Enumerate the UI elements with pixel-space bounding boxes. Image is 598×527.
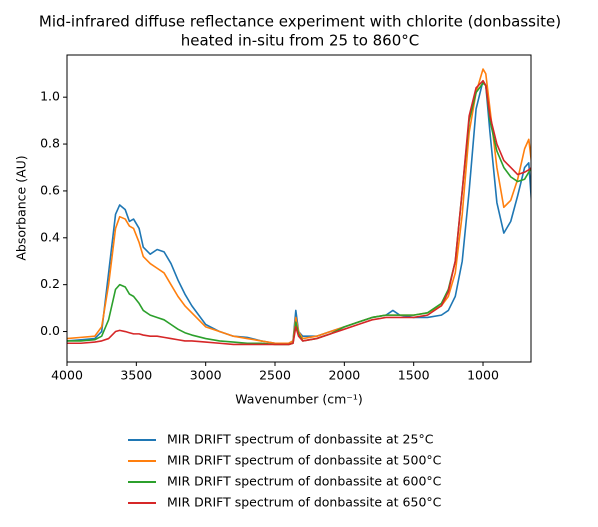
legend-label: MIR DRIFT spectrum of donbassite at 600°… [167, 474, 442, 489]
y-tick-label: 0.6 [40, 182, 60, 197]
x-tick-label: 4000 [51, 368, 83, 383]
legend-label: MIR DRIFT spectrum of donbassite at 650°… [167, 495, 442, 510]
y-axis-label: Absorbance (AU) [14, 155, 29, 260]
axes-frame [66, 54, 532, 363]
x-tick-label: 1000 [467, 368, 499, 383]
x-tick-label: 3500 [120, 368, 152, 383]
legend-label: MIR DRIFT spectrum of donbassite at 500°… [167, 453, 442, 468]
x-tick-label: 3000 [190, 368, 222, 383]
x-tick-label: 1500 [398, 368, 430, 383]
series-line [67, 68, 531, 345]
legend-label: MIR DRIFT spectrum of donbassite at 25°C [167, 432, 434, 447]
y-tick-label: 1.0 [40, 89, 60, 104]
y-tick-label: 0.0 [40, 323, 60, 338]
plot-area [67, 68, 531, 346]
y-tick-label: 0.2 [40, 276, 60, 291]
y-tick-label: 0.8 [40, 136, 60, 151]
x-tick-label: 2500 [259, 368, 291, 383]
y-tick-label: 0.4 [40, 229, 60, 244]
x-axis-label: Wavenumber (cm⁻¹) [235, 392, 362, 407]
x-tick-label: 2000 [328, 368, 360, 383]
series-line [67, 82, 531, 346]
chart-subtitle: heated in-situ from 25 to 860°C [181, 32, 420, 50]
chart-title: Mid-infrared diffuse reflectance experim… [39, 13, 561, 31]
series-line [67, 79, 531, 346]
